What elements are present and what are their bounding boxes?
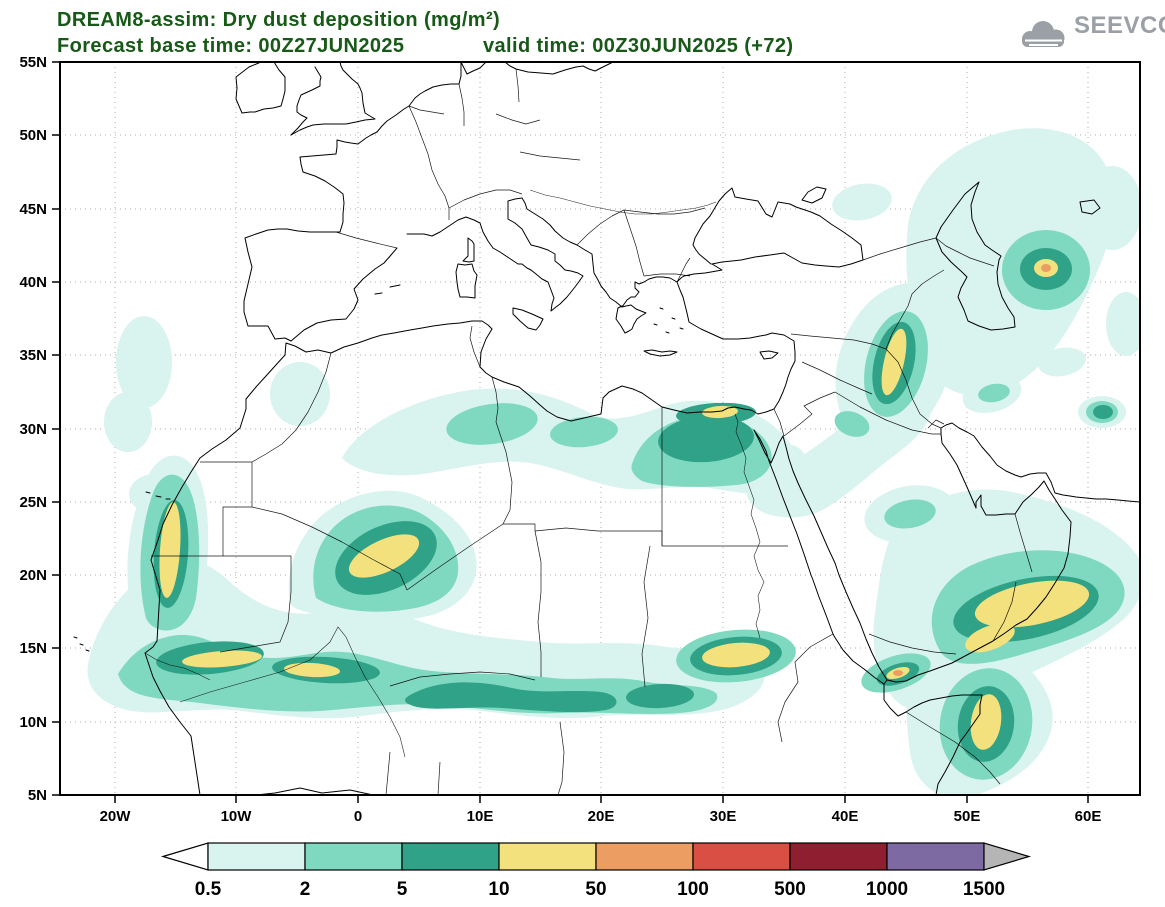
cloud-icon bbox=[1022, 21, 1065, 47]
lat-axis: 55N 50N 45N 40N 35N 30N 25N 20N 15N 10N … bbox=[19, 54, 47, 804]
colorbar-label: 500 bbox=[774, 879, 806, 900]
colorbar-label: 1500 bbox=[963, 879, 1005, 900]
colorbar-labels: 0.5 2 5 10 50 100 500 1000 1500 bbox=[195, 879, 1005, 900]
lon-tick-label: 60E bbox=[1075, 808, 1102, 825]
lat-tick-label: 5N bbox=[28, 787, 47, 804]
forecast-base-time: Forecast base time: 00Z27JUN2025 bbox=[57, 35, 404, 57]
page-title: DREAM8-assim: Dry dust deposition (mg/m²… bbox=[57, 9, 500, 31]
colorbar-segment bbox=[304, 842, 403, 871]
lon-tick-label: 50E bbox=[954, 808, 981, 825]
colorbar: 0.5 2 5 10 50 100 500 1000 1500 bbox=[160, 842, 1032, 900]
lat-tick-label: 35N bbox=[19, 347, 47, 364]
colorbar-label: 0.5 bbox=[195, 879, 222, 900]
dust-level-4-regions bbox=[159, 259, 1090, 750]
lon-axis: 20W 10W 0 10E 20E 30E 40E 50E 60E bbox=[100, 808, 1102, 825]
colorbar-segment bbox=[789, 842, 888, 871]
lat-tick-label: 55N bbox=[19, 54, 47, 71]
coastlines bbox=[73, 62, 1140, 795]
lat-tick-label: 25N bbox=[19, 494, 47, 511]
colorbar-right-arrow bbox=[983, 842, 1032, 871]
lat-tick-label: 40N bbox=[19, 274, 47, 291]
lon-tick-label: 30E bbox=[710, 808, 737, 825]
header: DREAM8-assim: Dry dust deposition (mg/m²… bbox=[57, 9, 1165, 57]
map-content bbox=[60, 62, 1140, 795]
lat-tick-label: 30N bbox=[19, 421, 47, 438]
colorbar-segment bbox=[692, 842, 791, 871]
colorbar-label: 50 bbox=[585, 879, 606, 900]
colorbar-label: 1000 bbox=[866, 879, 908, 900]
valid-time: valid time: 00Z30JUN2025 (+72) bbox=[483, 35, 794, 57]
lon-tick-label: 20W bbox=[100, 808, 132, 825]
map-panel: 55N 50N 45N 40N 35N 30N 25N 20N 15N 10N … bbox=[19, 54, 1141, 825]
lat-tick-label: 10N bbox=[19, 714, 47, 731]
colorbar-label: 100 bbox=[677, 879, 709, 900]
lon-tick-label: 10W bbox=[221, 808, 253, 825]
colorbar-segment bbox=[595, 842, 694, 871]
dust-level-5-regions bbox=[893, 264, 1051, 676]
rivers bbox=[144, 189, 765, 758]
country-borders bbox=[151, 68, 1033, 795]
colorbar-segment bbox=[207, 842, 306, 871]
colorbar-segment bbox=[498, 842, 597, 871]
lat-tick-label: 15N bbox=[19, 640, 47, 657]
colorbar-segment bbox=[401, 842, 500, 871]
axis-ticks bbox=[52, 61, 1089, 803]
lon-tick-label: 0 bbox=[354, 808, 362, 825]
lon-tick-label: 10E bbox=[467, 808, 494, 825]
lat-tick-label: 20N bbox=[19, 567, 47, 584]
colorbar-segment bbox=[886, 842, 985, 871]
colorbar-label: 2 bbox=[300, 879, 311, 900]
seevccc-logo: SEEVCCC bbox=[1022, 12, 1165, 47]
lon-tick-label: 40E bbox=[832, 808, 859, 825]
logo-text: SEEVCCC bbox=[1074, 12, 1165, 39]
colorbar-left-arrow bbox=[160, 842, 209, 871]
lat-tick-label: 50N bbox=[19, 127, 47, 144]
colorbar-label: 10 bbox=[488, 879, 509, 900]
lat-tick-label: 45N bbox=[19, 201, 47, 218]
colorbar-label: 5 bbox=[397, 879, 408, 900]
lon-tick-label: 20E bbox=[588, 808, 615, 825]
